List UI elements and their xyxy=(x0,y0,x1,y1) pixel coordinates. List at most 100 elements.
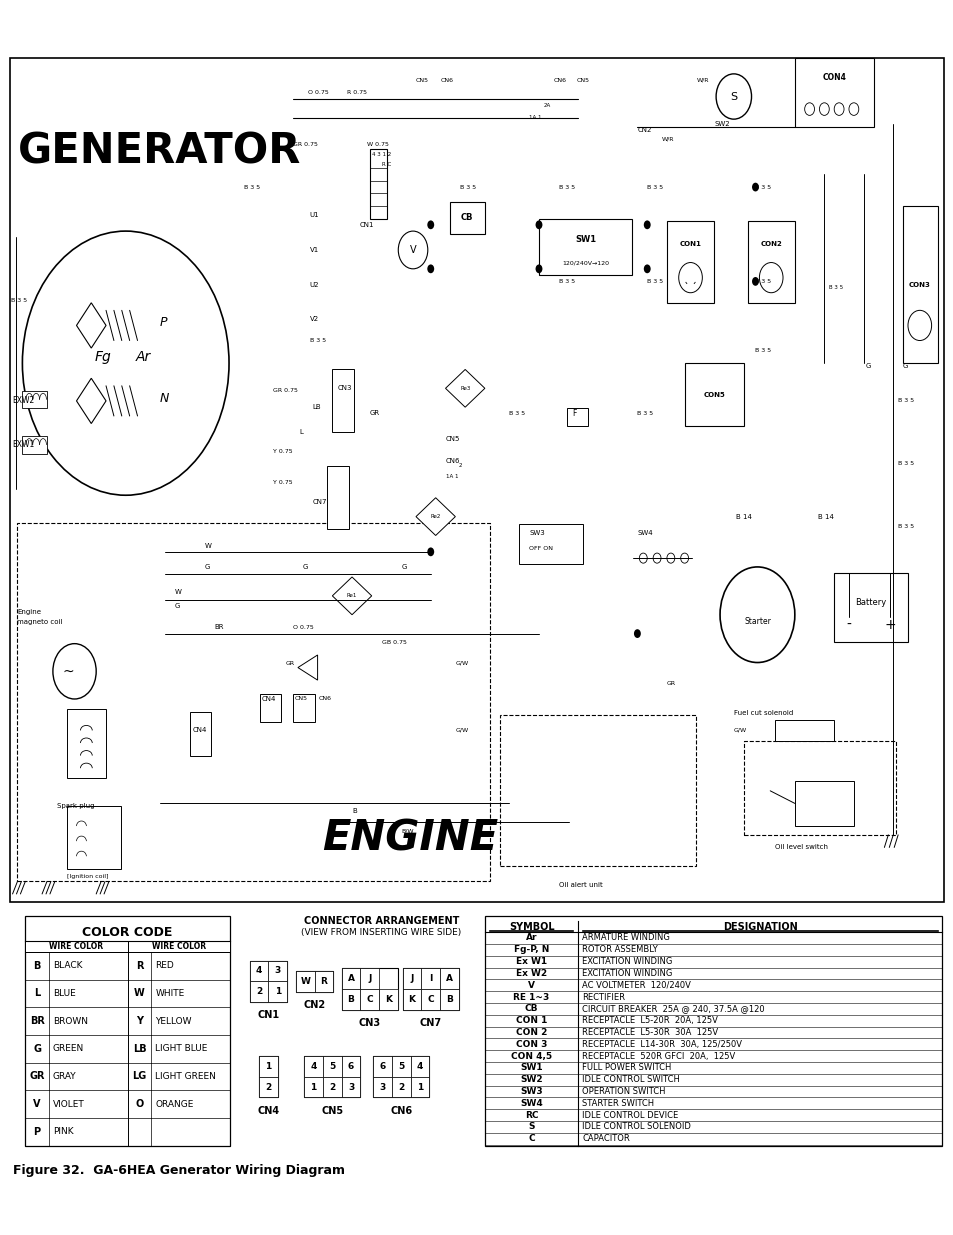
Text: C: C xyxy=(366,995,373,1004)
Text: ENGINE: ENGINE xyxy=(322,818,498,860)
Text: SYMBOL: SYMBOL xyxy=(508,921,554,931)
Text: G: G xyxy=(204,564,210,569)
Text: BROWN: BROWN xyxy=(52,1016,88,1025)
Circle shape xyxy=(720,567,794,662)
Text: RECEPTACLE  L14-30R  30A, 125/250V: RECEPTACLE L14-30R 30A, 125/250V xyxy=(581,1040,741,1049)
Bar xyxy=(410,1077,429,1098)
Text: SW3: SW3 xyxy=(519,1087,542,1095)
Text: STARTER SWITCH: STARTER SWITCH xyxy=(581,1099,654,1108)
Text: B 3 5: B 3 5 xyxy=(897,462,913,467)
Bar xyxy=(666,221,714,303)
Text: (VIEW FROM INSERTING WIRE SIDE): (VIEW FROM INSERTING WIRE SIDE) xyxy=(301,927,461,936)
Text: B 3 5: B 3 5 xyxy=(244,184,259,189)
Text: CON2: CON2 xyxy=(760,241,781,247)
Bar xyxy=(402,968,421,989)
Text: Figure 32.  GA-6HEA Generator Wiring Diagram: Figure 32. GA-6HEA Generator Wiring Diag… xyxy=(13,1165,345,1177)
Text: FULL POWER SWITCH: FULL POWER SWITCH xyxy=(581,1063,671,1072)
Text: J: J xyxy=(368,974,371,983)
Text: SW2: SW2 xyxy=(519,1076,542,1084)
Text: LB: LB xyxy=(313,404,321,410)
Text: CN2: CN2 xyxy=(637,127,651,133)
Text: W: W xyxy=(134,988,145,998)
Text: G/W: G/W xyxy=(455,659,468,664)
Text: CN4: CN4 xyxy=(261,697,275,701)
Text: LB: LB xyxy=(132,1044,146,1053)
Circle shape xyxy=(52,643,96,699)
Bar xyxy=(450,203,484,233)
Bar xyxy=(67,806,121,868)
Text: 3: 3 xyxy=(348,1083,354,1092)
Text: B 14: B 14 xyxy=(818,514,834,520)
Text: [Ignition coil]: [Ignition coil] xyxy=(67,874,108,879)
Text: CN7: CN7 xyxy=(313,499,327,505)
Bar xyxy=(295,971,314,992)
Text: W/R: W/R xyxy=(661,137,674,142)
Circle shape xyxy=(427,220,434,230)
Text: W: W xyxy=(174,589,182,595)
Text: RE 1~3: RE 1~3 xyxy=(513,993,549,1002)
Text: Battery: Battery xyxy=(854,598,885,606)
Text: CON4: CON4 xyxy=(821,73,845,83)
Circle shape xyxy=(653,553,660,563)
Polygon shape xyxy=(445,369,484,408)
Text: O 0.75: O 0.75 xyxy=(308,90,328,95)
Text: GA-6HEA — WIRING DIAGRAM (GENERATOR): GA-6HEA — WIRING DIAGRAM (GENERATOR) xyxy=(220,17,733,37)
Text: B 3 5: B 3 5 xyxy=(10,298,27,303)
Polygon shape xyxy=(416,498,455,536)
Text: U2: U2 xyxy=(310,282,319,288)
Bar xyxy=(293,694,314,721)
Text: P: P xyxy=(33,1126,41,1136)
Text: GR: GR xyxy=(370,410,379,416)
Text: V: V xyxy=(409,245,416,254)
Bar xyxy=(341,968,360,989)
Text: SW1: SW1 xyxy=(519,1063,542,1072)
Text: LIGHT BLUE: LIGHT BLUE xyxy=(155,1045,208,1053)
Bar xyxy=(518,524,582,564)
Bar xyxy=(26,915,230,1146)
Text: 4: 4 xyxy=(255,967,262,976)
Text: CN5: CN5 xyxy=(445,436,459,442)
Text: Y 0.75: Y 0.75 xyxy=(273,480,293,485)
Text: B 3 5: B 3 5 xyxy=(897,524,913,529)
Bar xyxy=(341,989,360,1010)
Text: C: C xyxy=(528,1134,535,1144)
Text: B: B xyxy=(352,808,356,814)
Text: RED: RED xyxy=(155,961,173,971)
Bar xyxy=(743,741,895,835)
Bar xyxy=(402,968,458,1010)
Text: -: - xyxy=(845,618,850,632)
Bar xyxy=(128,941,230,952)
Bar xyxy=(378,989,397,1010)
Text: R: R xyxy=(320,977,327,986)
Text: B 3 5: B 3 5 xyxy=(828,285,842,290)
Text: CN6: CN6 xyxy=(390,1105,412,1115)
Text: B 3 5: B 3 5 xyxy=(897,399,913,404)
Circle shape xyxy=(666,553,674,563)
Text: W 0.75: W 0.75 xyxy=(366,142,388,147)
Text: GR: GR xyxy=(286,661,294,666)
Text: R 0.75: R 0.75 xyxy=(347,90,367,95)
Text: GRAY: GRAY xyxy=(52,1072,76,1081)
Text: B 3 5: B 3 5 xyxy=(558,184,575,189)
Text: ROTOR ASSEMBLY: ROTOR ASSEMBLY xyxy=(581,945,658,955)
Circle shape xyxy=(643,264,650,273)
Text: EXCITATION WINDING: EXCITATION WINDING xyxy=(581,969,672,978)
Bar xyxy=(360,989,378,1010)
Bar xyxy=(22,390,47,409)
Text: WHITE: WHITE xyxy=(155,989,184,998)
Bar xyxy=(373,1077,392,1098)
Text: GR 0.75: GR 0.75 xyxy=(273,388,298,393)
Text: B 14: B 14 xyxy=(735,514,751,520)
Text: CN5: CN5 xyxy=(294,697,308,701)
Text: CON5: CON5 xyxy=(702,391,724,398)
Text: CN7: CN7 xyxy=(419,1018,441,1028)
Circle shape xyxy=(848,103,858,115)
Circle shape xyxy=(751,183,759,191)
Text: 2: 2 xyxy=(457,463,461,468)
Text: Ex W2: Ex W2 xyxy=(516,969,547,978)
Circle shape xyxy=(716,74,751,119)
Text: GR 0.75: GR 0.75 xyxy=(293,142,317,147)
Bar xyxy=(499,715,696,866)
Bar xyxy=(314,971,333,992)
Text: 5: 5 xyxy=(397,1062,404,1071)
